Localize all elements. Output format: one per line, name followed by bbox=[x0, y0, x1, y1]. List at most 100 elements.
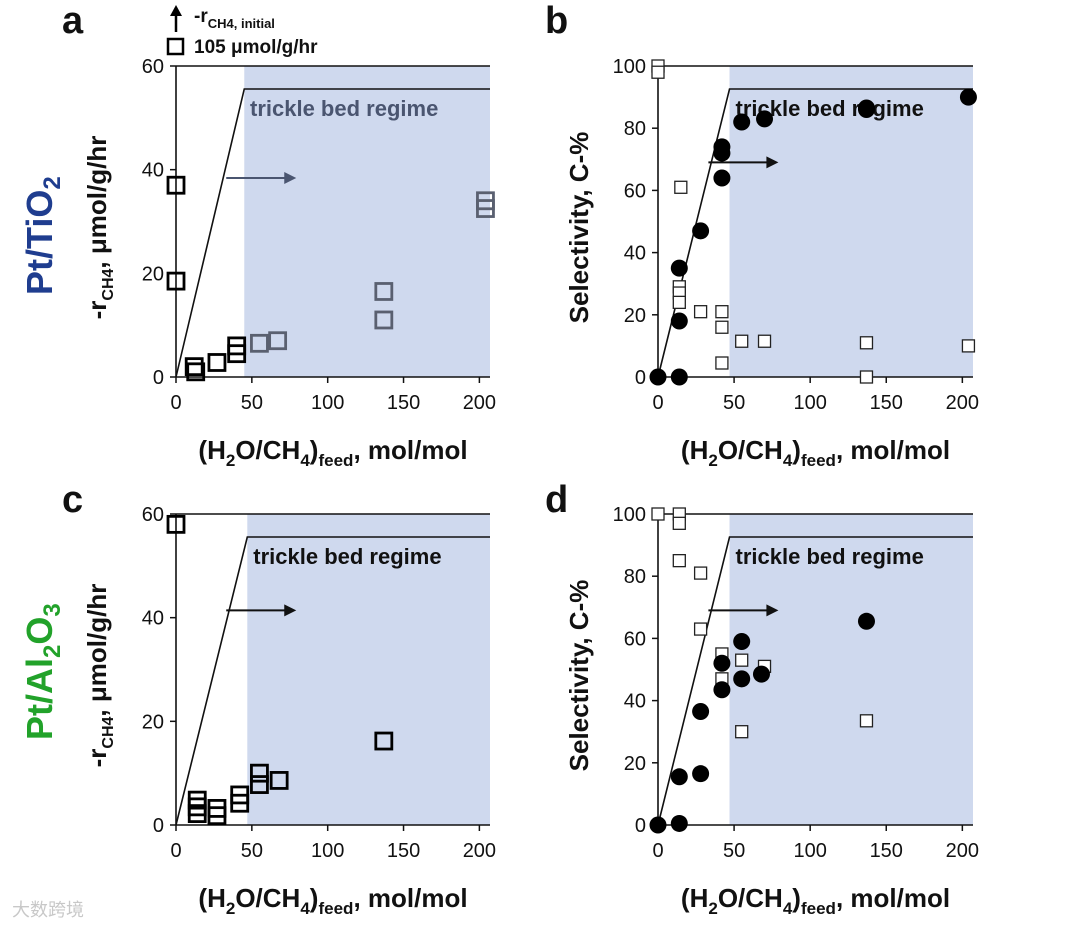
x-tick-label: 50 bbox=[723, 392, 745, 414]
data-point-co2 bbox=[672, 516, 686, 530]
data-point-co2 bbox=[735, 334, 749, 348]
data-point-co2 bbox=[735, 653, 749, 667]
initial-rate-value: 105 μmol/g/hr bbox=[194, 37, 318, 58]
y-tick-label: 0 bbox=[153, 815, 164, 837]
data-point-co2 bbox=[735, 725, 749, 739]
data-point-formaldehyde bbox=[670, 312, 688, 330]
data-point-co2 bbox=[859, 370, 874, 384]
data-point-formaldehyde bbox=[692, 765, 710, 783]
data-point-formaldehyde bbox=[692, 702, 710, 720]
data-point-formaldehyde bbox=[649, 816, 667, 834]
y-tick-label: 40 bbox=[142, 608, 164, 630]
data-point-rate bbox=[166, 175, 186, 195]
regime-boundary-line bbox=[657, 536, 973, 826]
x-tick-label: 150 bbox=[387, 392, 420, 414]
y-tick-label: 20 bbox=[624, 753, 646, 775]
regime-label: trickle bed regime bbox=[736, 544, 924, 569]
panel-letter-d: d bbox=[545, 479, 568, 521]
y-tick-label: 20 bbox=[142, 263, 164, 285]
y-axis-title: -rCH4, μmol/g/hr bbox=[82, 136, 117, 320]
panel-letter-b: b bbox=[545, 0, 568, 42]
x-tick-label: 200 bbox=[946, 840, 979, 862]
data-point-formaldehyde bbox=[713, 144, 731, 162]
initial-rate-marker bbox=[166, 37, 185, 56]
data-point-rate bbox=[268, 331, 288, 351]
x-tick-label: 50 bbox=[723, 840, 745, 862]
y-tick-label: 60 bbox=[624, 628, 646, 650]
data-point-rate bbox=[187, 804, 207, 823]
data-point-rate bbox=[250, 775, 269, 794]
initial-rate-annotation: -rCH4, initial 105 μmol/g/hr bbox=[166, 5, 318, 58]
data-point-co2 bbox=[672, 554, 686, 568]
regime-arrow-icon bbox=[284, 604, 297, 617]
data-point-co2 bbox=[693, 622, 708, 636]
regime-label: trickle bed regime bbox=[253, 544, 441, 569]
regime-boundary-line bbox=[175, 88, 490, 378]
x-axis-title: (H2O/CH4)feed, mol/mol bbox=[681, 435, 950, 470]
regime-shading bbox=[244, 66, 490, 377]
data-point-formaldehyde bbox=[733, 633, 751, 651]
data-point-co2 bbox=[693, 305, 708, 319]
data-point-rate bbox=[166, 514, 186, 534]
data-point-rate bbox=[374, 731, 394, 751]
panel-letter-c: c bbox=[62, 479, 83, 521]
data-point-rate bbox=[230, 793, 250, 813]
data-point-formaldehyde bbox=[692, 222, 710, 240]
y-tick-label: 60 bbox=[624, 180, 646, 202]
y-tick-label: 40 bbox=[624, 243, 646, 265]
data-point-rate bbox=[207, 353, 227, 372]
x-tick-label: 100 bbox=[311, 840, 344, 862]
data-point-rate bbox=[476, 199, 495, 218]
data-point-formaldehyde bbox=[670, 814, 688, 832]
data-point-rate bbox=[186, 362, 206, 382]
data-point-formaldehyde bbox=[959, 88, 977, 106]
data-point-formaldehyde bbox=[713, 169, 731, 187]
panel-c: trickle bed regime 0 50 100 150 200 0 20 40 60 (H2… bbox=[62, 479, 496, 918]
x-tick-label: 50 bbox=[241, 392, 263, 414]
initial-rate-label: -rCH4, initial bbox=[194, 6, 275, 31]
x-tick-label: 100 bbox=[311, 392, 344, 414]
x-tick-label: 0 bbox=[170, 392, 181, 414]
y-tick-label: 80 bbox=[624, 566, 646, 588]
x-tick-label: 200 bbox=[463, 840, 496, 862]
data-point-formaldehyde bbox=[733, 113, 751, 131]
panel-a: trickle bed regime 0 50 100 150 200 0 20 40 60 (H2… bbox=[62, 0, 496, 470]
data-point-rate bbox=[374, 310, 394, 330]
data-point-rate bbox=[166, 271, 186, 291]
data-point-formaldehyde bbox=[752, 665, 770, 683]
y-tick-label: 80 bbox=[624, 118, 646, 140]
y-tick-label: 60 bbox=[142, 504, 164, 526]
row-label-pt-al2o3: Pt/Al2O3 bbox=[19, 603, 66, 740]
data-point-co2 bbox=[715, 356, 729, 370]
data-point-rate bbox=[207, 806, 227, 826]
data-point-formaldehyde bbox=[756, 110, 774, 128]
y-tick-label: 0 bbox=[635, 367, 646, 389]
x-tick-label: 100 bbox=[793, 392, 826, 414]
data-point-co2 bbox=[651, 65, 665, 79]
data-point-co2 bbox=[757, 334, 772, 348]
data-point-formaldehyde bbox=[670, 368, 688, 386]
y-axis-title: Selectivity, C-% bbox=[564, 580, 594, 772]
regime-boundary-line bbox=[175, 536, 490, 826]
y-tick-label: 20 bbox=[624, 305, 646, 327]
data-point-formaldehyde bbox=[670, 768, 688, 786]
data-point-co2 bbox=[715, 305, 729, 319]
data-point-rate bbox=[374, 282, 394, 301]
panel-d: trickle bed regime 0 50 100 150 200 0 20 40 60 80 1… bbox=[545, 479, 979, 918]
data-point-co2 bbox=[859, 714, 874, 728]
data-point-formaldehyde bbox=[670, 259, 688, 277]
data-point-formaldehyde bbox=[649, 368, 667, 386]
x-tick-label: 100 bbox=[793, 840, 826, 862]
x-tick-label: 0 bbox=[652, 840, 663, 862]
panel-letter-a: a bbox=[62, 0, 84, 42]
regime-arrow-icon bbox=[766, 604, 779, 617]
x-axis-title: (H2O/CH4)feed, mol/mol bbox=[198, 883, 467, 918]
x-axis-title: (H2O/CH4)feed, mol/mol bbox=[198, 435, 467, 470]
x-tick-label: 0 bbox=[170, 840, 181, 862]
data-point-co2 bbox=[859, 336, 874, 350]
data-point-rate bbox=[250, 763, 269, 783]
y-tick-label: 0 bbox=[153, 367, 164, 389]
x-tick-label: 200 bbox=[463, 392, 496, 414]
data-point-co2 bbox=[674, 180, 688, 194]
